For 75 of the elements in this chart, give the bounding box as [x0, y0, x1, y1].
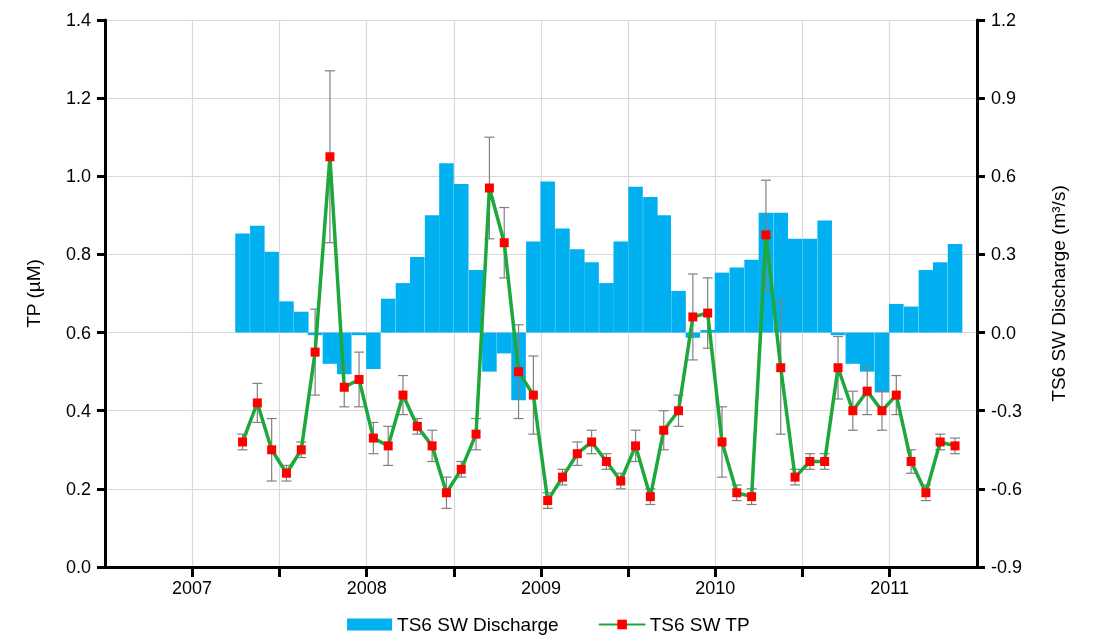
y-tick-label: 0.0 — [65, 557, 91, 577]
point — [906, 457, 916, 467]
point — [703, 308, 713, 318]
point — [747, 492, 757, 502]
point — [688, 312, 698, 322]
point — [848, 406, 858, 416]
x-tick-label: 2008 — [346, 578, 387, 598]
point — [528, 390, 538, 400]
point — [310, 347, 320, 357]
point — [252, 398, 262, 408]
point — [339, 382, 349, 392]
y-tick-label: 1.4 — [65, 10, 91, 30]
point — [776, 363, 786, 373]
point — [238, 437, 248, 447]
point — [877, 406, 887, 416]
y2-tick-label: -0.9 — [991, 557, 1023, 577]
point — [761, 230, 771, 240]
point — [484, 183, 494, 193]
y2-axis-title: TS6 SW Discharge (m³/s) — [1048, 185, 1069, 402]
point — [441, 488, 451, 498]
point — [354, 374, 364, 384]
x-tick-label: 2009 — [520, 578, 562, 598]
y2-tick-label: 1.2 — [991, 10, 1017, 30]
point — [296, 445, 306, 455]
y2-tick-label: 0.6 — [991, 166, 1017, 187]
point — [587, 437, 597, 447]
point — [805, 457, 815, 467]
point — [717, 437, 727, 447]
point — [281, 468, 291, 478]
y2-tick-label: -0.3 — [991, 400, 1023, 421]
y-tick-label: 0.4 — [65, 400, 91, 421]
point — [427, 441, 437, 451]
point — [862, 386, 872, 396]
point — [732, 488, 742, 498]
point — [572, 449, 582, 459]
point — [950, 441, 960, 451]
point — [471, 429, 481, 439]
point — [833, 363, 843, 373]
point — [790, 472, 800, 482]
y2-tick-label: 0.3 — [991, 244, 1017, 265]
point — [383, 441, 393, 451]
y-tick-label: 1.2 — [65, 88, 91, 109]
point — [935, 437, 945, 447]
point — [645, 492, 655, 502]
point — [398, 390, 408, 400]
y-tick-label: 0.8 — [65, 244, 91, 265]
y-axis-title: TP (µM) — [23, 259, 44, 328]
legend-label: TS6 SW Discharge — [397, 614, 559, 635]
point — [921, 488, 931, 498]
point — [601, 457, 611, 467]
point — [631, 441, 641, 451]
legend-label: TS6 SW TP — [649, 614, 750, 635]
point — [543, 496, 553, 506]
y-tick-label: 1.0 — [65, 166, 91, 187]
point — [659, 425, 669, 435]
point — [674, 406, 684, 416]
point — [514, 367, 524, 377]
point — [557, 472, 567, 482]
point — [499, 238, 509, 248]
y2-tick-label: 0.9 — [991, 88, 1017, 109]
y-tick-label: 0.6 — [65, 322, 91, 343]
y2-tick-label: 0.0 — [991, 322, 1017, 343]
point — [891, 390, 901, 400]
point — [267, 445, 277, 455]
point — [616, 476, 626, 486]
x-tick-label: 2010 — [695, 578, 736, 598]
point — [820, 457, 830, 467]
x-tick-label: 2007 — [171, 578, 212, 598]
x-tick-label: 2011 — [870, 578, 909, 598]
point — [456, 464, 466, 474]
y2-tick-label: -0.6 — [991, 478, 1023, 499]
point — [412, 421, 422, 431]
y-tick-label: 0.2 — [65, 478, 91, 499]
point — [368, 433, 378, 443]
point — [325, 152, 335, 162]
